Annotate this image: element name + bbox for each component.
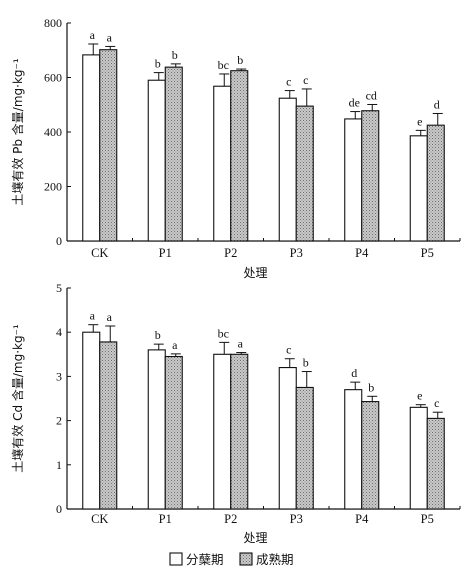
significance-letter: b: [155, 328, 161, 342]
x-tick-label: P4: [355, 246, 369, 260]
x-tick-label: P2: [224, 512, 237, 526]
bar-tillering: [82, 331, 101, 510]
legend-swatch-1: [169, 552, 183, 566]
bar-maturity: [426, 124, 445, 242]
x-tick-label: CK: [91, 512, 108, 526]
bar-maturity: [99, 49, 118, 242]
bar-tillering: [344, 118, 363, 242]
bar-tillering: [147, 79, 166, 242]
bar-tillering: [409, 135, 428, 242]
significance-letter: bc: [218, 58, 229, 72]
x-tick-label: P3: [290, 246, 303, 260]
bar-maturity: [361, 110, 380, 242]
bar-maturity: [164, 66, 183, 242]
legend-swatch-2: [239, 552, 253, 566]
bar-maturity: [426, 417, 445, 510]
bar-maturity: [164, 355, 183, 510]
legend-label: 分蘖期: [186, 552, 224, 567]
legend-label: 成熟期: [256, 552, 294, 567]
significance-letter: c: [286, 75, 291, 89]
significance-letter: b: [368, 380, 374, 394]
y-axis-title: 土壤有效 Cd 含量/mg·kg⁻¹: [10, 324, 25, 473]
x-tick-label: P5: [421, 246, 434, 260]
significance-letter: d: [434, 97, 440, 111]
y-tick-label: 4: [56, 325, 62, 339]
x-axis-title: 处理: [243, 266, 267, 280]
bar-maturity: [295, 105, 314, 242]
significance-letter: b: [155, 57, 161, 71]
significance-letter: c: [434, 396, 439, 410]
significance-letter: a: [107, 310, 113, 324]
x-tick-label: P3: [290, 512, 303, 526]
significance-letter: a: [172, 338, 178, 352]
x-tick-label: P4: [355, 512, 369, 526]
bar-tillering: [278, 97, 297, 242]
bar-tillering: [82, 54, 101, 242]
y-tick-label: 1: [56, 458, 62, 472]
bar-maturity: [295, 386, 314, 510]
x-tick-label: P2: [224, 246, 237, 260]
y-tick-label: 200: [44, 180, 62, 194]
bar-maturity: [230, 353, 249, 510]
x-axis-title: 处理: [243, 531, 267, 545]
y-tick-label: 2: [56, 414, 62, 428]
bar-maturity: [361, 401, 380, 510]
significance-letter: cd: [366, 88, 377, 102]
legend: 分蘖期 成熟期: [169, 552, 294, 567]
x-tick-label: CK: [91, 246, 108, 260]
significance-letter: b: [303, 356, 309, 370]
significance-letter: bc: [218, 326, 229, 340]
bar-tillering: [278, 367, 297, 510]
bar-tillering: [409, 406, 428, 510]
y-tick-label: 5: [56, 281, 62, 295]
significance-letter: b: [237, 53, 243, 67]
y-tick-label: 800: [44, 16, 62, 30]
bar-tillering: [344, 389, 363, 510]
y-tick-label: 0: [56, 234, 62, 248]
x-tick-label: P1: [159, 246, 172, 260]
x-tick-label: P1: [159, 512, 172, 526]
y-tick-label: 3: [56, 369, 62, 383]
bar-maturity: [230, 70, 249, 242]
y-tick-label: 600: [44, 71, 62, 85]
significance-letter: a: [107, 30, 113, 44]
y-axis-title: 土壤有效 Pb 含量/mg·kg⁻¹: [10, 58, 25, 206]
significance-letter: c: [286, 343, 291, 357]
significance-letter: c: [303, 73, 308, 87]
bar-tillering: [213, 85, 232, 242]
significance-letter: d: [351, 366, 357, 380]
significance-letter: de: [349, 96, 360, 110]
significance-letter: e: [417, 114, 422, 128]
significance-letter: b: [172, 48, 178, 62]
y-tick-label: 0: [56, 502, 62, 516]
significance-letter: a: [238, 337, 244, 351]
bar-tillering: [213, 353, 232, 510]
x-tick-label: P5: [421, 512, 434, 526]
bar-tillering: [147, 349, 166, 510]
significance-letter: a: [90, 309, 96, 323]
y-tick-label: 400: [44, 125, 62, 139]
significance-letter: a: [90, 28, 96, 42]
bar-maturity: [99, 341, 118, 510]
significance-letter: e: [417, 389, 422, 403]
